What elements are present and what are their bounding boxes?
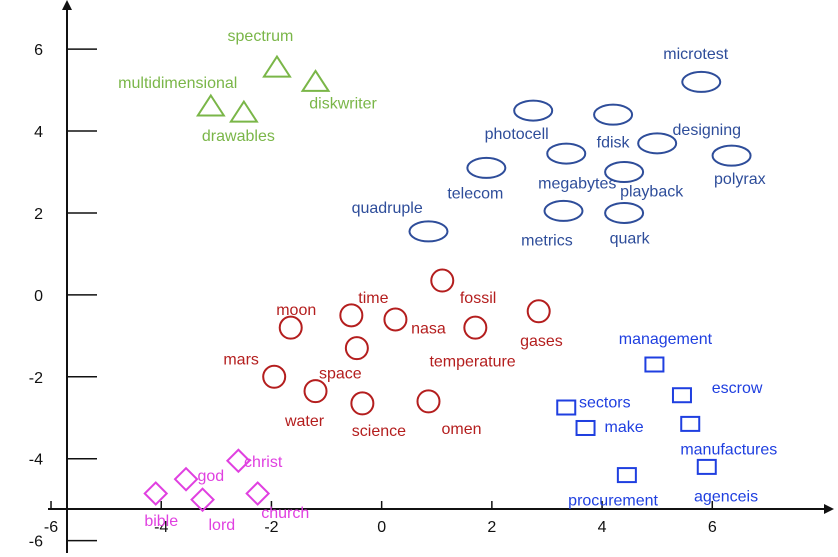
x-tick-label: -6 [44,519,58,536]
point-label-manufactures: manufactures [680,441,777,458]
y-tick-label: -6 [29,534,43,551]
point-label-sectors: sectors [579,394,631,411]
y-axis-arrow-icon [62,0,72,10]
point-fossil-marker [430,268,455,293]
x-tick-label: -4 [154,519,168,536]
y-tick-label: 6 [34,42,43,59]
point-label-temperature: temperature [429,353,515,370]
point-sectors-marker [556,399,577,416]
point-management-marker [644,356,665,373]
point-make-marker [575,419,596,436]
point-label-christ: christ [244,454,283,471]
point-label-microtest: microtest [663,46,728,63]
point-playback-marker [604,161,645,184]
point-label-agenceis: agenceis [694,489,758,506]
point-labels: spectrum multidimensional diskwriter drawab… [118,28,777,534]
point-label-bible: bible [144,513,178,530]
point-label-diskwriter: diskwriter [309,95,377,112]
point-metrics-marker [543,199,584,222]
point-label-lord: lord [209,517,236,534]
point-megabytes-marker [546,142,587,165]
point-designing-marker [637,132,678,155]
point-time-marker [339,303,364,328]
point-label-quadruple: quadruple [352,200,423,217]
point-gases-marker [526,299,551,324]
point-label-space: space [319,366,362,383]
point-label-mars: mars [223,351,259,368]
y-tick-label: 4 [34,124,43,141]
point-label-megabytes: megabytes [538,175,616,192]
point-omen-marker [416,389,441,414]
x-tick-label: 0 [377,519,386,536]
x-tick-label: 6 [708,519,717,536]
point-label-metrics: metrics [521,233,573,250]
point-label-fossil: fossil [460,290,496,307]
point-moon-marker [278,315,303,340]
point-label-omen: omen [442,421,482,438]
y-tick-label: -4 [29,452,43,469]
point-label-water: water [284,413,325,430]
tick-labels: -6 -4 -2 0 2 4 6 -6 -4 -2 0 2 4 6 [29,42,717,550]
y-tick-label: 0 [34,288,43,305]
point-christ-marker [225,448,251,474]
point-label-management: management [619,331,713,348]
point-label-spectrum: spectrum [228,28,294,45]
point-photocell-marker [513,99,554,122]
x-tick-label: 4 [598,519,607,536]
point-nasa-marker [383,307,408,332]
y-tick-label: 2 [34,206,43,223]
point-label-designing: designing [673,122,742,139]
point-label-time: time [358,290,388,307]
point-space-marker [344,336,369,361]
point-label-church: church [261,505,309,522]
point-manufactures-marker [680,415,701,432]
point-spectrum-marker [262,54,292,78]
point-label-escrow: escrow [712,380,763,397]
point-telecom-marker [466,156,507,179]
point-quark-marker [604,201,645,224]
point-procurement-marker [616,467,637,484]
point-temperature-marker [463,315,488,340]
point-church-marker [245,481,271,506]
x-axis-arrow-icon [824,504,834,514]
point-diskwriter-marker [300,69,331,92]
point-label-moon: moon [276,302,316,319]
point-god-marker [173,466,199,492]
point-science-marker [350,391,375,416]
data-markers [143,54,752,513]
point-label-playback: playback [620,183,684,200]
point-quadruple-marker [408,220,449,243]
point-drawables-marker [229,99,259,123]
point-lord-marker [190,487,215,513]
point-label-gases: gases [520,333,563,350]
point-fdisk-marker [593,103,634,126]
point-label-make: make [605,419,644,436]
y-tick-label: -2 [29,370,43,387]
point-label-telecom: telecom [447,185,503,202]
point-label-drawables: drawables [202,128,275,145]
x-tick-label: -2 [264,519,278,536]
point-escrow-marker [671,387,692,404]
x-tick-label: 2 [487,519,496,536]
axes [48,0,834,553]
point-label-quark: quark [610,231,651,248]
point-microtest-marker [681,70,722,93]
point-multidimensional-marker [195,93,226,117]
point-label-god: god [197,468,224,485]
point-label-procurement: procurement [568,493,658,510]
point-polyrax-marker [711,144,752,167]
point-label-science: science [352,423,406,440]
point-agenceis-marker [696,458,717,475]
point-label-photocell: photocell [485,126,549,143]
point-bible-marker [143,481,169,506]
point-water-marker [303,379,328,404]
point-label-fdisk: fdisk [597,134,631,151]
point-mars-marker [262,364,287,389]
point-label-multidimensional: multidimensional [118,75,237,92]
point-label-polyrax: polyrax [714,171,766,188]
point-label-nasa: nasa [411,321,446,338]
